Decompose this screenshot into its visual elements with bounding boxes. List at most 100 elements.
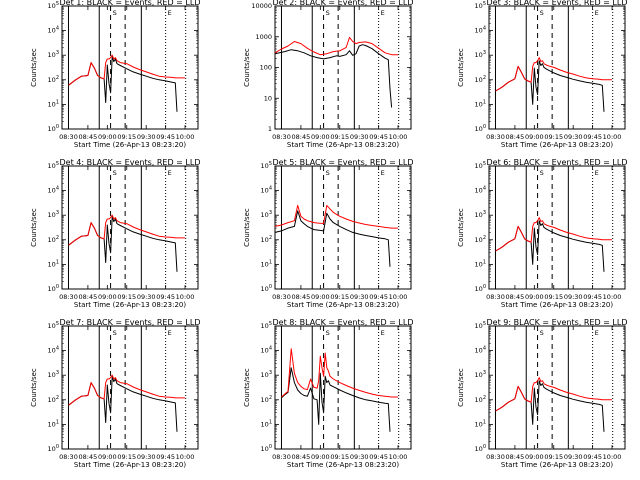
- x-tick-label: 10:00: [176, 133, 195, 141]
- series-lld-line: [281, 348, 398, 398]
- marker-label: S: [113, 329, 117, 337]
- marker-label: E: [168, 329, 172, 337]
- x-tick-label: 09:30: [350, 293, 369, 301]
- y-tick-label: 103: [475, 210, 486, 219]
- y-tick-label: 100: [48, 444, 59, 453]
- x-tick-label: 08:45: [79, 133, 98, 141]
- y-axis-label: Counts/sec: [30, 368, 38, 407]
- x-tick-label: 08:30: [272, 453, 291, 461]
- y-axis-label: Counts/sec: [457, 368, 465, 407]
- y-tick-label: 100: [48, 284, 59, 293]
- y-tick-label: 100: [475, 284, 486, 293]
- series-events-line: [274, 44, 393, 108]
- x-tick-label: 09:30: [137, 453, 156, 461]
- x-tick-label: 09:00: [525, 453, 544, 461]
- y-tick-label: 101: [475, 99, 486, 108]
- series-events-line: [68, 55, 178, 112]
- marker-label: E: [595, 9, 599, 17]
- x-tick-label: 10:00: [389, 453, 408, 461]
- series-lld-line: [274, 36, 398, 56]
- x-tick-label: 10:00: [389, 293, 408, 301]
- x-tick-label: 09:45: [369, 133, 388, 141]
- x-tick-label: 08:45: [292, 453, 311, 461]
- y-tick-label: 100: [475, 124, 486, 133]
- y-tick-label: 104: [48, 26, 59, 35]
- x-tick-label: 08:30: [486, 293, 505, 301]
- y-tick-label: 104: [261, 346, 272, 355]
- y-tick-label: 103: [261, 370, 272, 379]
- panel-title: Det 4: BLACK = Events, RED = LLD: [60, 158, 201, 167]
- panel-det-1: Det 1: BLACK = Events, RED = LLD 100 101 10…: [30, 0, 200, 149]
- series-events-line: [495, 380, 605, 432]
- y-tick-label: 100: [261, 444, 272, 453]
- series-lld-line: [68, 214, 185, 246]
- x-tick-label: 09:45: [369, 293, 388, 301]
- x-tick-label: 09:15: [330, 453, 349, 461]
- y-tick-label: 101: [48, 419, 59, 428]
- x-tick-label: 09:00: [311, 133, 330, 141]
- x-tick-label: 08:30: [486, 453, 505, 461]
- y-tick-label: 102: [48, 395, 59, 404]
- x-tick-label: 09:45: [156, 453, 175, 461]
- y-tick-label: 103: [48, 210, 59, 219]
- series-events-line: [495, 60, 605, 112]
- plot-frame: [488, 325, 626, 450]
- y-tick-label: 100: [48, 124, 59, 133]
- x-tick-label: 08:30: [272, 293, 291, 301]
- panel-det-5: Det 5: BLACK = Events, RED = LLD 100 101 10…: [243, 158, 413, 309]
- y-tick-label: 104: [475, 26, 486, 35]
- panel-det-7: Det 7: BLACK = Events, RED = LLD 100 101 10…: [30, 318, 200, 469]
- marker-label: S: [540, 169, 544, 177]
- panel-title: Det 3: BLACK = Events, RED = LLD: [487, 0, 628, 7]
- y-tick-label: 1: [268, 125, 272, 133]
- x-tick-label: 10:00: [176, 453, 195, 461]
- y-tick-label: 105: [48, 1, 59, 10]
- y-tick-label: 100: [260, 64, 272, 72]
- y-tick-label: 101: [261, 259, 272, 268]
- y-axis-label: Counts/sec: [243, 48, 251, 87]
- x-tick-label: 09:45: [156, 133, 175, 141]
- y-axis-label: Counts/sec: [30, 48, 38, 87]
- x-tick-label: 09:30: [137, 293, 156, 301]
- x-tick-label: 09:15: [330, 293, 349, 301]
- y-axis-label: Counts/sec: [457, 208, 465, 247]
- y-tick-label: 102: [48, 75, 59, 84]
- x-tick-label: 08:45: [506, 133, 525, 141]
- plot-frame: [61, 325, 199, 450]
- y-tick-label: 104: [48, 346, 59, 355]
- series-lld-line: [274, 204, 398, 229]
- y-tick-label: 102: [261, 235, 272, 244]
- marker-label: S: [113, 169, 117, 177]
- series-lld-line: [495, 57, 612, 92]
- panel-title: Det 2: BLACK = Events, RED = LLD: [273, 0, 414, 7]
- x-tick-label: 09:45: [369, 453, 388, 461]
- panel-title: Det 9: BLACK = Events, RED = LLD: [487, 318, 628, 327]
- x-tick-label: 08:45: [292, 293, 311, 301]
- y-tick-label: 103: [475, 50, 486, 59]
- x-tick-label: 09:30: [350, 453, 369, 461]
- marker-label: S: [540, 329, 544, 337]
- x-tick-label: 09:15: [330, 133, 349, 141]
- y-tick-label: 104: [48, 186, 59, 195]
- y-tick-label: 102: [261, 395, 272, 404]
- x-axis-label: Start Time (26-Apr-13 08:23:20): [74, 461, 186, 469]
- panel-det-6: Det 6: BLACK = Events, RED = LLD 100 101 10…: [457, 158, 627, 309]
- y-tick-label: 104: [475, 186, 486, 195]
- marker-label: S: [540, 9, 544, 17]
- x-tick-label: 08:30: [272, 133, 291, 141]
- x-axis-label: Start Time (26-Apr-13 08:23:20): [287, 301, 399, 309]
- panel-det-2: Det 2: BLACK = Events, RED = LLD 1 10 100 10…: [243, 0, 413, 149]
- x-tick-label: 10:00: [389, 133, 408, 141]
- marker-label: E: [381, 169, 385, 177]
- x-tick-label: 09:30: [564, 453, 583, 461]
- series-lld-line: [68, 374, 185, 406]
- x-tick-label: 09:30: [137, 133, 156, 141]
- y-axis-label: Counts/sec: [243, 368, 251, 407]
- y-tick-label: 101: [48, 259, 59, 268]
- x-tick-label: 09:45: [583, 293, 602, 301]
- marker-label: S: [326, 169, 330, 177]
- panel-det-3: Det 3: BLACK = Events, RED = LLD 100 101 10…: [457, 0, 627, 149]
- y-tick-label: 103: [261, 210, 272, 219]
- marker-label: E: [168, 169, 172, 177]
- y-tick-label: 10: [264, 94, 272, 102]
